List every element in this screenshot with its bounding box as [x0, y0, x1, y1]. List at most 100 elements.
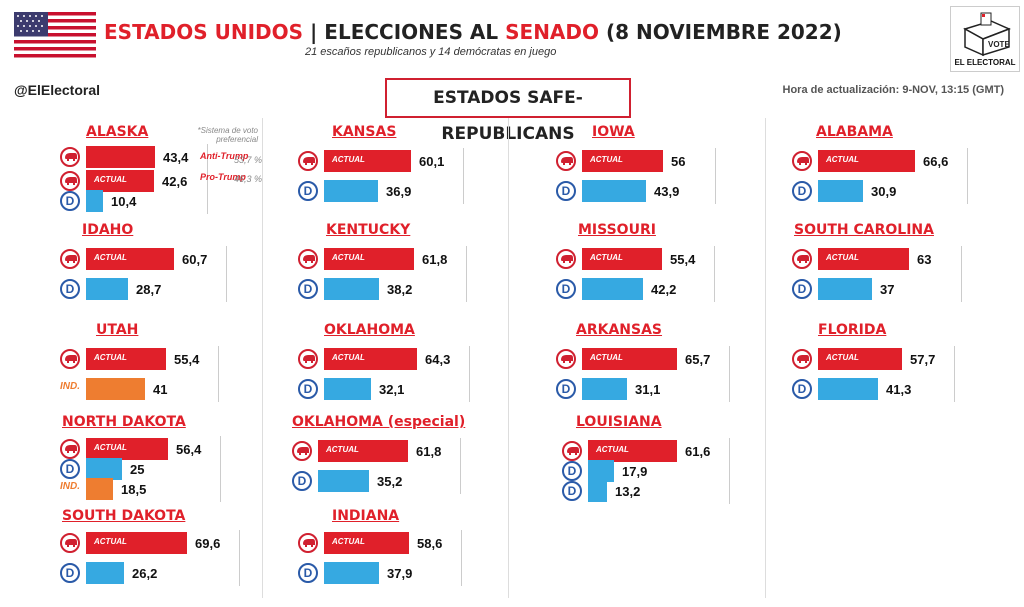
reference-line [218, 346, 219, 402]
republican-elephant-icon [60, 147, 80, 167]
state-block: SOUTH DAKOTA ACTUAL 69,6 D 26,2 [60, 508, 240, 600]
vote-bar [324, 562, 379, 584]
incumbent-label: ACTUAL [94, 443, 127, 452]
vote-bar [86, 458, 122, 480]
state-name: LOUISIANA [576, 414, 662, 430]
vote-bar [324, 278, 379, 300]
category-box: ESTADOS SAFE-REPUBLICANS [385, 78, 631, 144]
alaska-note: *Sistema de voto preferencial [197, 126, 258, 144]
incumbent-label: ACTUAL [332, 253, 365, 262]
vote-bar: ACTUAL [818, 348, 902, 370]
republican-elephant-icon [60, 171, 80, 191]
vote-bar: ACTUAL [582, 150, 663, 172]
republican-elephant-icon [60, 439, 80, 459]
state-name: INDIANA [332, 508, 400, 524]
vote-bar: ACTUAL [86, 170, 154, 192]
page-title: ESTADOS UNIDOS | ELECCIONES AL SENADO (8… [104, 20, 842, 44]
logo-text: EL ELECTORAL [954, 58, 1016, 67]
vote-value: 35,2 [377, 474, 403, 489]
column-divider [262, 118, 263, 598]
vote-value: 61,6 [685, 444, 711, 459]
vote-bar: ACTUAL [324, 348, 417, 370]
state-block: SOUTH CAROLINA ACTUAL 63 D 37 [792, 222, 972, 314]
vote-value: 58,6 [417, 536, 443, 551]
vote-bar: ACTUAL [86, 532, 187, 554]
republican-elephant-icon [556, 249, 576, 269]
state-block: UTAH ACTUAL 55,4 IND. 41 [60, 322, 240, 414]
vote-value: 41 [153, 382, 168, 397]
republican-elephant-icon [60, 533, 80, 553]
incumbent-label: ACTUAL [596, 445, 629, 454]
incumbent-label: ACTUAL [590, 253, 623, 262]
vote-bar: ACTUAL [324, 150, 411, 172]
vote-bar [86, 190, 103, 212]
incumbent-label: ACTUAL [94, 175, 127, 184]
state-block: INDIANA ACTUAL 58,6 D 37,9 [298, 508, 478, 600]
pro-trump-label: Pro-Trump [200, 172, 246, 182]
republican-elephant-icon [298, 349, 318, 369]
reference-line [466, 246, 467, 302]
vote-value: 38,2 [387, 282, 413, 297]
incumbent-label: ACTUAL [326, 445, 359, 454]
reference-line [460, 438, 461, 494]
vote-value: 37,9 [387, 566, 413, 581]
vote-value: 13,2 [615, 484, 641, 499]
republican-elephant-icon [60, 349, 80, 369]
republican-elephant-icon [562, 441, 582, 461]
reference-line [967, 148, 968, 204]
vote-value: 25 [130, 462, 145, 477]
reference-line [469, 346, 470, 402]
reference-line [207, 144, 208, 214]
vote-value: 36,9 [386, 184, 412, 199]
vote-value: 42,2 [651, 282, 677, 297]
vote-value: 61,8 [416, 444, 442, 459]
vote-value: 42,6 [162, 174, 188, 189]
incumbent-label: ACTUAL [332, 537, 365, 546]
vote-value: 26,2 [132, 566, 158, 581]
ballot-box-icon: VOTE [963, 12, 1011, 57]
vote-bar: ACTUAL [324, 532, 409, 554]
vote-bar [86, 278, 128, 300]
republican-elephant-icon [60, 249, 80, 269]
democrat-d-icon: D [556, 379, 576, 399]
vote-value: 69,6 [195, 536, 221, 551]
vote-value: 60,1 [419, 154, 445, 169]
reference-line [714, 246, 715, 302]
vote-bar [588, 480, 607, 502]
democrat-d-icon: D [556, 181, 576, 201]
vote-value: 10,4 [111, 194, 137, 209]
democrat-d-icon: D [298, 563, 318, 583]
state-name: KANSAS [332, 124, 397, 140]
vote-value: 55,4 [670, 252, 696, 267]
state-block: OKLAHOMA ACTUAL 64,3 D 32,1 [298, 322, 478, 414]
vote-bar [318, 470, 369, 492]
state-name: ARKANSAS [576, 322, 663, 338]
state-name: UTAH [96, 322, 139, 338]
reference-line [715, 148, 716, 204]
democrat-d-icon: D [562, 481, 582, 501]
vote-value: 32,1 [379, 382, 405, 397]
vote-bar: ACTUAL [86, 248, 174, 270]
state-block: IOWA ACTUAL 56 D 43,9 [556, 124, 736, 216]
democrat-d-icon: D [60, 459, 80, 479]
vote-value: 56,4 [176, 442, 202, 457]
pro-trump-pct: 46,3 % [234, 174, 263, 184]
vote-value: 60,7 [182, 252, 208, 267]
republican-elephant-icon [298, 151, 318, 171]
title-date: (8 NOVIEMBRE 2022) [605, 20, 842, 44]
vote-bar [588, 460, 614, 482]
logo-vote-text: VOTE [988, 40, 1010, 49]
state-name: MISSOURI [578, 222, 656, 238]
state-block: ALASKA 43,4 ACTUAL 42,6 D 10,4 [60, 124, 240, 216]
democrat-d-icon: D [562, 461, 582, 481]
title-separator: | [310, 20, 318, 44]
state-block: ALABAMA ACTUAL 66,6 D 30,9 [792, 124, 972, 216]
reference-line [954, 346, 955, 402]
title-pre: ELECCIONES AL [324, 20, 499, 44]
vote-value: 17,9 [622, 464, 648, 479]
vote-bar: ACTUAL [582, 248, 662, 270]
state-block: MISSOURI ACTUAL 55,4 D 42,2 [556, 222, 736, 314]
state-name: KENTUCKY [326, 222, 411, 238]
vote-value: 28,7 [136, 282, 162, 297]
vote-bar [86, 378, 145, 400]
